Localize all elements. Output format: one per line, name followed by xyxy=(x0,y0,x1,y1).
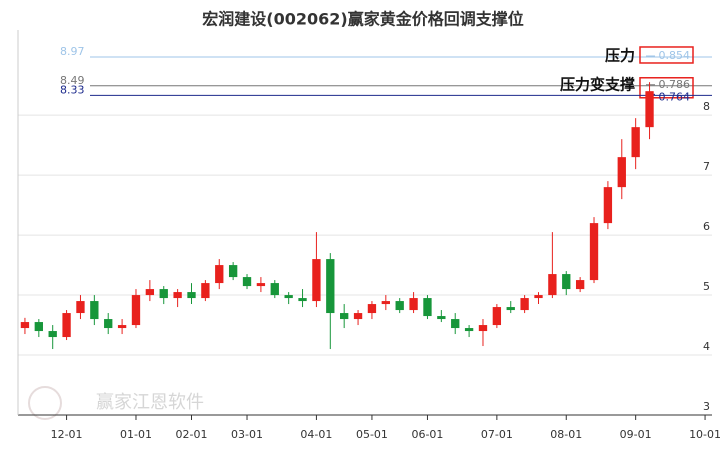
candle-body xyxy=(437,316,446,320)
candle-body xyxy=(478,325,488,332)
candle-body xyxy=(284,295,293,299)
x-tick-label: 03-01 xyxy=(231,428,263,441)
y-tick-label: 4 xyxy=(703,340,710,353)
candle-body xyxy=(353,313,363,320)
level-label: 8.33 xyxy=(60,83,85,96)
candle-body xyxy=(506,307,515,311)
candle-body xyxy=(423,298,432,317)
candle-body xyxy=(62,313,71,338)
candle-body xyxy=(464,328,474,332)
candle-body xyxy=(215,265,224,284)
candle-body xyxy=(312,259,321,302)
candle-body xyxy=(159,289,168,299)
candle-body xyxy=(409,298,418,311)
candle-body xyxy=(90,301,99,320)
x-tick-label: 05-01 xyxy=(356,428,388,441)
candle-body xyxy=(562,274,571,290)
level-label: 8.49 xyxy=(60,74,85,87)
level-note: 压力 xyxy=(605,46,635,64)
candle-body xyxy=(201,283,210,299)
y-tick-label: 8 xyxy=(703,100,710,113)
candle-body xyxy=(645,91,654,128)
x-tick-label: 12-01 xyxy=(51,428,83,441)
candle-body xyxy=(145,289,155,296)
candle-body xyxy=(326,259,335,314)
level-ratio: 0.854 xyxy=(659,49,691,62)
candle-body xyxy=(173,292,182,299)
candle-body xyxy=(298,298,307,302)
chart-title: 宏润建设(002062)赢家黄金价格回调支撑位 xyxy=(202,10,523,29)
x-tick-label: 01-01 xyxy=(120,428,152,441)
candle-body xyxy=(256,283,266,287)
candle-body xyxy=(575,280,585,290)
candle-body xyxy=(104,319,113,329)
level-note: 压力变支撑 xyxy=(560,75,635,93)
x-tick-label: 04-01 xyxy=(300,428,332,441)
x-tick-label: 10-01 xyxy=(689,428,721,441)
level-label: 8.97 xyxy=(60,45,85,58)
candle-body xyxy=(131,295,141,326)
candle-body xyxy=(76,301,85,314)
candle-body xyxy=(270,283,279,296)
x-tick-label: 02-01 xyxy=(176,428,208,441)
candle-body xyxy=(548,274,557,296)
level-ratio: 0.764 xyxy=(659,90,691,103)
x-tick-label: 08-01 xyxy=(550,428,582,441)
level-box xyxy=(639,77,694,99)
candle-body xyxy=(117,325,127,329)
candle-body xyxy=(492,307,502,326)
candle-body xyxy=(20,322,30,329)
candle-body xyxy=(48,331,57,338)
x-tick-label: 07-01 xyxy=(481,428,513,441)
candle-body xyxy=(34,322,43,332)
candle-body xyxy=(617,157,626,188)
y-tick-label: 6 xyxy=(703,220,710,233)
candle-body xyxy=(381,301,390,305)
candle-body xyxy=(631,127,640,158)
candle-body xyxy=(451,319,460,329)
y-tick-label: 5 xyxy=(703,280,710,293)
candle-body xyxy=(395,301,404,311)
candle-body xyxy=(228,265,238,278)
candle-body xyxy=(589,223,599,281)
level-ratio: 0.786 xyxy=(659,78,691,91)
candle-body xyxy=(187,292,196,299)
level-box xyxy=(639,46,694,64)
x-tick-label: 06-01 xyxy=(411,428,443,441)
candle-body xyxy=(340,313,349,320)
x-tick-label: 09-01 xyxy=(620,428,652,441)
candle-body xyxy=(242,277,252,287)
y-tick-label: 7 xyxy=(703,160,710,173)
candle-body xyxy=(367,304,377,314)
watermark: 赢家江恩软件 xyxy=(96,391,204,413)
watermark-logo xyxy=(28,386,62,420)
candle-body xyxy=(520,298,529,311)
candle-body xyxy=(534,295,543,299)
candle-body xyxy=(603,187,613,224)
y-tick-label: 3 xyxy=(703,400,710,413)
